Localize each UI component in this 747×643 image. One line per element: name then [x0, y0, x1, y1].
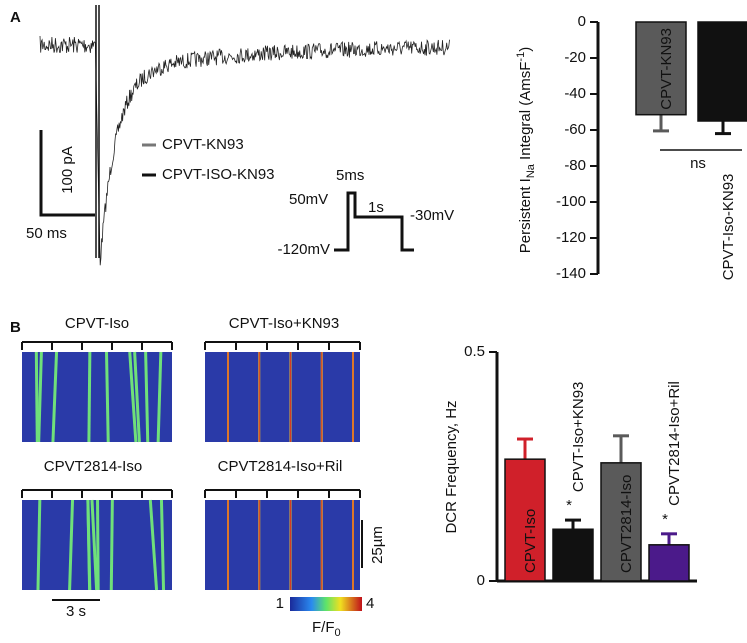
significance-marker: *	[662, 511, 668, 528]
protocol-label: 5ms	[336, 167, 364, 184]
protocol-label: -30mV	[410, 207, 454, 224]
trace-line	[39, 35, 450, 266]
category-label: CPVT2814-Iso+Ril	[666, 381, 683, 506]
panel-label: A	[10, 9, 21, 26]
category-label: CPVT-KN93	[658, 28, 675, 110]
scan-wave	[105, 351, 110, 443]
scan-image	[205, 352, 360, 442]
scan-wave	[87, 351, 92, 443]
scan-wave	[36, 499, 42, 591]
comb	[21, 341, 173, 350]
y-tick-label: -120	[556, 229, 586, 246]
y-tick-label: -100	[556, 193, 586, 210]
y-axis-label-part: Na	[525, 163, 537, 178]
scale-label: 3 s	[66, 603, 86, 620]
colorbar	[290, 597, 362, 611]
y-axis-label-part: Persistent I	[517, 178, 534, 253]
y-axis-label-part: )	[517, 47, 534, 52]
scale-bar	[39, 130, 95, 217]
comb	[204, 341, 361, 350]
scan-wave	[148, 499, 159, 591]
colorbar-title-text: F/F	[312, 619, 335, 636]
panel-label: B	[10, 319, 21, 336]
legend-label: CPVT-ISO-KN93	[162, 166, 275, 183]
scan-wave	[86, 499, 92, 591]
colorbar-label: 4	[366, 595, 374, 612]
scan-title: CPVT-Iso+KN93	[229, 315, 339, 332]
scan-wave	[96, 499, 100, 591]
annotation: ns	[690, 155, 706, 172]
comb	[204, 489, 361, 498]
scan-wave	[133, 351, 141, 443]
y-tick-label: -40	[564, 85, 586, 102]
scan-image	[205, 500, 360, 590]
protocol-label: 50mV	[289, 191, 328, 208]
bar	[600, 462, 642, 582]
scale-label: 25µm	[369, 526, 386, 564]
scale-label: 100 pA	[59, 146, 76, 194]
bar	[648, 544, 690, 582]
colorbar-label: 1	[276, 595, 284, 612]
scan-wave	[37, 351, 43, 443]
comb	[21, 489, 173, 498]
y-axis-label-part: Integral (AmsF	[517, 62, 534, 165]
colorbar-title: F/F0	[312, 619, 341, 639]
category-label: CPVT-Iso	[522, 509, 539, 573]
scan-wave	[109, 499, 114, 591]
line-scans	[21, 341, 361, 591]
bar-charts: 0 -20 -40 -60 -80 -100 -120 -140 Persistent INa …	[443, 13, 747, 589]
protocol-label: 1s	[368, 199, 384, 216]
colorbar-title-sub: 0	[335, 627, 341, 639]
scan-title: CPVT-Iso	[65, 315, 129, 332]
bar	[552, 528, 594, 582]
scan-wave	[128, 351, 138, 443]
category-label: CPVT-Iso+KN93	[570, 382, 587, 492]
voltage-protocol	[334, 191, 414, 252]
scan-wave	[68, 499, 75, 591]
scan-wave	[51, 351, 59, 443]
y-tick-label: 0	[578, 13, 586, 30]
scan-title: CPVT2814-Iso+Ril	[218, 458, 343, 475]
scan-wave	[159, 499, 166, 591]
y-tick-label: -80	[564, 157, 586, 174]
y-tick-label: -20	[564, 49, 586, 66]
bar	[504, 458, 546, 582]
scan-wave	[156, 351, 163, 443]
y-tick-label: 0.5	[464, 343, 485, 360]
scan-wave	[34, 351, 39, 443]
significance-marker: *	[566, 497, 572, 514]
scan-title: CPVT2814-Iso	[44, 458, 142, 475]
y-tick-label: -60	[564, 121, 586, 138]
scan-wave	[90, 499, 99, 591]
y-axis-label: DCR Frequency, Hz	[443, 400, 460, 533]
current-trace	[39, 5, 450, 266]
scale-label: 50 ms	[26, 225, 67, 242]
protocol-label: -120mV	[277, 241, 330, 258]
y-tick-label: 0	[477, 572, 485, 589]
y-axis-label-part: -1	[515, 52, 527, 62]
category-label: CPVT-Iso-KN93	[720, 174, 737, 281]
y-tick-label: -140	[556, 265, 586, 282]
legend-label: CPVT-KN93	[162, 136, 244, 153]
bar	[697, 21, 747, 122]
y-axis-label: Persistent INa Integral (AmsF-1)	[515, 47, 537, 253]
category-label: CPVT2814-Iso	[618, 475, 635, 573]
scan-image	[22, 352, 172, 442]
bar	[635, 21, 687, 116]
scan-wave	[144, 351, 150, 443]
